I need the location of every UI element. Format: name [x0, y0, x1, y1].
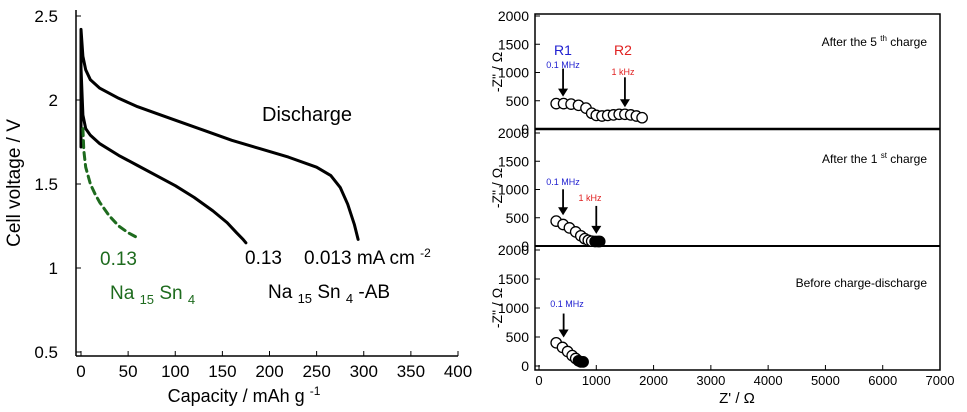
impedance-point — [577, 356, 589, 368]
left-x-tick-label: 200 — [255, 362, 283, 381]
left-y-tick-label: 0.5 — [34, 343, 58, 362]
right-y-tick-label: 2000 — [498, 8, 529, 24]
right-y-tick-label: 2000 — [498, 125, 529, 141]
right-y-tick-label: 1500 — [498, 36, 529, 52]
marker-arrow-head — [558, 88, 569, 97]
right-x-tick-label: 2000 — [639, 373, 668, 388]
right-y-tick-label: 1500 — [498, 153, 529, 169]
impedance-point — [636, 111, 648, 124]
panel-label-after-5th-pre: After the 5 — [822, 35, 878, 49]
left-x-tick-label: 400 — [444, 362, 472, 381]
marker-1st-red-freq: 1 kHz — [578, 193, 602, 203]
marker-arrow-head — [591, 225, 602, 234]
left-x-tick-label: 50 — [119, 362, 138, 381]
black-material-sub1: 15 — [298, 291, 312, 306]
marker-before-blue-freq: 0.1 MHz — [550, 299, 584, 309]
right-y-tick-label: 0 — [521, 121, 529, 137]
right-y-tick-label: 1500 — [498, 271, 529, 287]
left-x-tick-label: 150 — [208, 362, 236, 381]
right-y-tick-label: 500 — [506, 329, 530, 345]
marker-arrow-head — [619, 99, 630, 108]
discharge-label: Discharge — [262, 104, 352, 126]
impedance-point — [593, 235, 606, 248]
right-y-tick-label: 2000 — [498, 242, 529, 258]
left-x-axis-label: Capacity / mAh g -1 — [168, 384, 321, 406]
green-material-label: Na 15 Sn 4 — [110, 283, 195, 309]
panel-label-after-1st-sup: st — [881, 151, 888, 160]
left-y-tick-label: 2 — [49, 91, 58, 110]
right-y-tick-label: 500 — [506, 93, 530, 109]
impedance-frame — [534, 13, 941, 371]
left-x-tick-label: 100 — [161, 362, 189, 381]
black-material-mid: Sn — [317, 282, 340, 303]
panel-label-after-5th-post: charge — [890, 35, 927, 49]
green-rate-label: 0.13 — [100, 249, 137, 270]
right-x-axis-label: Z' / Ω — [719, 390, 755, 407]
black-rate-sup: -2 — [420, 246, 431, 260]
black-rate-label-a: 0.13 — [245, 248, 282, 269]
panel-label-after-5th-sup: th — [880, 34, 887, 43]
green-material-base: Na — [110, 283, 135, 304]
series-line-1 — [79, 66, 248, 245]
panel-label-after-1st-pre: After the 1 — [822, 152, 878, 166]
left-x-axis-label-text: Capacity / mAh g — [168, 386, 305, 406]
left-x-tick-label: 350 — [397, 362, 425, 381]
right-y-tick-label: 1000 — [498, 300, 529, 316]
marker-1st-blue-freq: 0.1 MHz — [546, 177, 580, 187]
left-y-tick-label: 1.5 — [34, 175, 58, 194]
right-y-tick-label: 1000 — [498, 182, 529, 198]
marker-r2-freq: 1 kHz — [611, 67, 635, 77]
voltage-capacity-chart: 0 50 100 150 200 250 300 350 400 0.5 1 1.5 2 2.5 Cell… — [4, 7, 472, 406]
right-x-tick-label: 7000 — [926, 373, 955, 388]
green-material-sub1: 15 — [140, 292, 154, 307]
black-rate-text: 0.013 mA cm — [304, 248, 415, 269]
black-material-sub2: 4 — [346, 291, 353, 306]
black-material-base: Na — [268, 282, 293, 303]
green-material-sub2: 4 — [188, 292, 195, 307]
impedance-chart: 0500100015002000050010001500200005001000… — [489, 8, 954, 407]
panel-label-before: Before charge-discharge — [796, 276, 928, 290]
marker-r1-freq: 0.1 MHz — [546, 60, 580, 70]
right-y-axis-label-mid: -Z" / Ω — [489, 168, 505, 208]
panel-label-after-1st: After the 1 st charge — [822, 147, 927, 166]
panel-label-after-5th: After the 5 th charge — [822, 30, 928, 49]
right-y-tick-label: 500 — [506, 210, 530, 226]
marker-arrow-head — [558, 207, 569, 216]
left-y-axis-label: Cell voltage / V — [4, 119, 25, 247]
right-y-axis-label-bottom: -Z" / Ω — [489, 288, 505, 328]
right-y-tick-label: 0 — [521, 358, 529, 374]
left-x-axis-label-sup: -1 — [310, 384, 321, 398]
right-x-tick-label: 6000 — [868, 373, 897, 388]
panel-label-after-1st-post: charge — [890, 152, 927, 166]
black-rate-label-b: 0.013 mA cm -2 — [304, 246, 431, 269]
right-x-tick-label: 4000 — [754, 373, 783, 388]
marker-r1-name: R1 — [554, 42, 572, 58]
right-y-axis-label-top: -Z" / Ω — [489, 52, 505, 92]
left-x-tick-label: 0 — [76, 362, 85, 381]
right-y-tick-label: 1000 — [498, 65, 529, 81]
right-x-tick-label: 0 — [535, 373, 542, 388]
left-y-tick-label: 2.5 — [34, 7, 58, 26]
marker-arrow-head — [558, 329, 569, 338]
left-x-tick-label: 300 — [350, 362, 378, 381]
series-line-0 — [79, 27, 360, 241]
right-x-tick-label: 5000 — [811, 373, 840, 388]
green-material-mid: Sn — [159, 283, 182, 304]
right-y-tick-label: 0 — [521, 238, 529, 254]
panel-label-before-pre: Before charge-discharge — [796, 276, 928, 290]
black-material-label: Na 15 Sn 4 -AB — [268, 282, 390, 308]
right-x-tick-label: 3000 — [696, 373, 725, 388]
series-line-2 — [81, 127, 140, 240]
left-x-tick-label: 250 — [302, 362, 330, 381]
marker-r2-name: R2 — [614, 42, 632, 58]
right-x-tick-label: 1000 — [582, 373, 611, 388]
left-y-tick-label: 1 — [49, 259, 58, 278]
black-material-suffix: -AB — [358, 282, 390, 303]
